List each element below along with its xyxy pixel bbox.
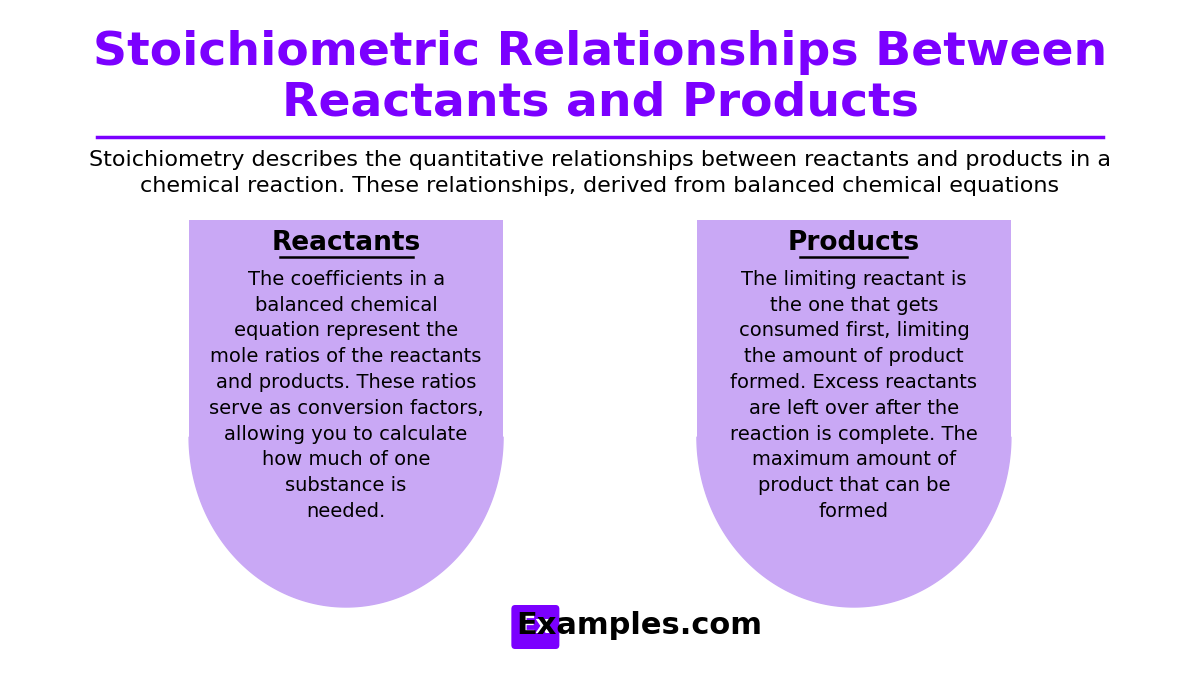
Text: Reactants: Reactants: [271, 230, 421, 256]
Text: Ex: Ex: [520, 614, 551, 638]
FancyBboxPatch shape: [511, 605, 559, 649]
Text: Stoichiometry describes the quantitative relationships between reactants and pro: Stoichiometry describes the quantitative…: [89, 150, 1111, 196]
Text: Examples.com: Examples.com: [516, 612, 762, 641]
Polygon shape: [190, 437, 503, 607]
Polygon shape: [697, 437, 1010, 607]
Text: Stoichiometric Relationships Between
Reactants and Products: Stoichiometric Relationships Between Rea…: [92, 30, 1108, 126]
Text: The coefficients in a
balanced chemical
equation represent the
mole ratios of th: The coefficients in a balanced chemical …: [209, 270, 484, 520]
FancyBboxPatch shape: [697, 220, 1010, 437]
FancyBboxPatch shape: [190, 220, 503, 437]
Text: The limiting reactant is
the one that gets
consumed first, limiting
the amount o: The limiting reactant is the one that ge…: [730, 270, 978, 520]
Text: Products: Products: [788, 230, 920, 256]
